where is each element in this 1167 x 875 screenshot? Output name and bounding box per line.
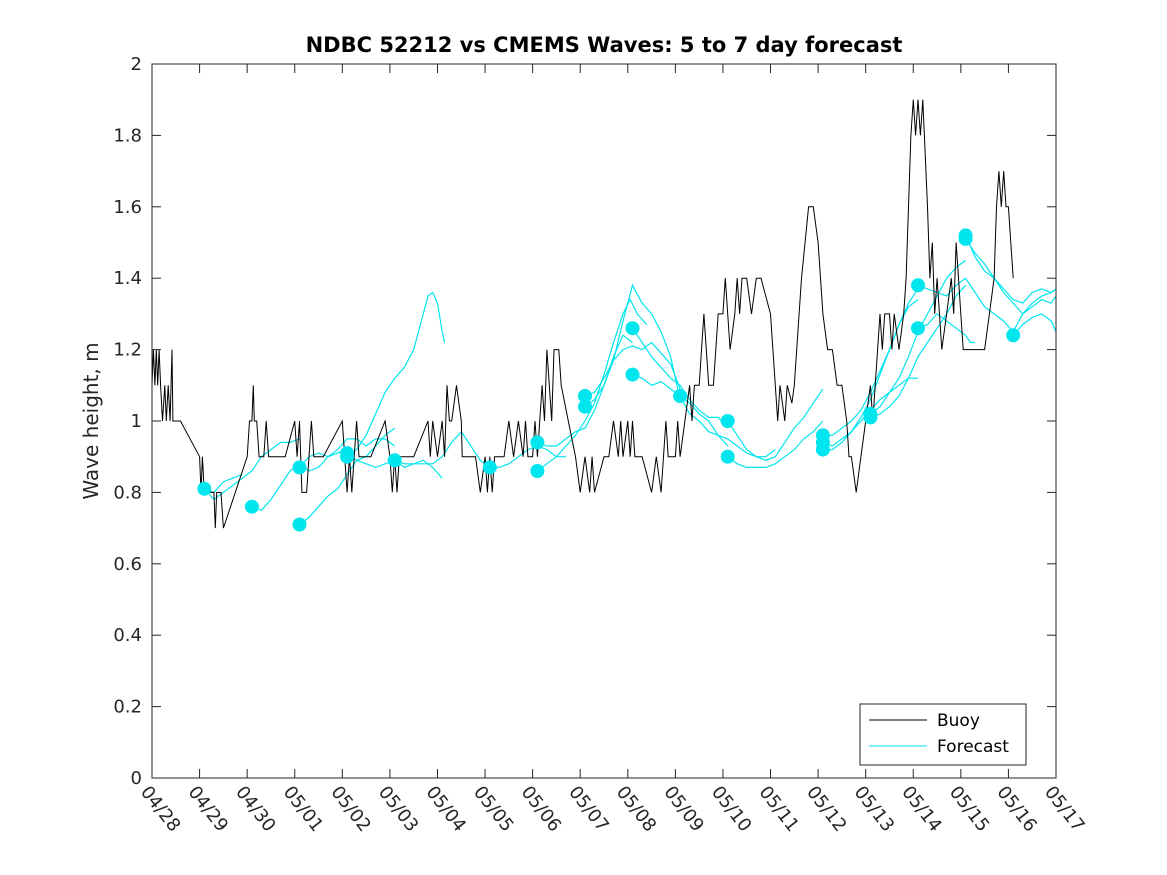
legend-forecast-label: Forecast [937, 737, 1009, 757]
forecast-start-marker [958, 231, 973, 246]
forecast-line [584, 341, 681, 397]
forecast-line [346, 291, 446, 458]
forecast-line [1012, 288, 1057, 333]
forecast-line [1012, 313, 1057, 336]
forecast-line [965, 235, 1057, 315]
y-tick-label: 0.2 [113, 697, 142, 718]
forecast-line [584, 283, 681, 408]
plot-area [152, 64, 1056, 778]
legend-buoy-label: Buoy [937, 711, 980, 731]
forecast-line [727, 420, 824, 468]
forecast-start-marker [720, 449, 735, 464]
forecast-start-marker [244, 499, 259, 514]
forecast-start-marker [530, 435, 545, 450]
legend-box [859, 703, 1027, 766]
forecast-start-marker [911, 278, 925, 293]
forecast-start-marker [530, 464, 545, 478]
y-axis-label: Wave height, m [79, 342, 103, 499]
chart-title: NDBC 52212 vs CMEMS Waves: 5 to 7 day fo… [306, 33, 903, 57]
y-tick-label: 0 [131, 768, 142, 789]
buoy-line [151, 99, 1014, 529]
y-tick-label: 0.8 [113, 482, 142, 503]
forecast-start-marker [863, 410, 878, 425]
y-tick-label: 0.6 [113, 554, 142, 575]
forecast-start-marker [340, 446, 355, 461]
forecast-start-marker [815, 442, 830, 457]
y-axis: 0 0.2 0.4 0.6 0.8 1 1.2 1.4 1.6 1.8 2 [113, 54, 1056, 789]
forecast-line [965, 238, 1057, 304]
forecast-line [632, 327, 729, 429]
forecast-start-marker [673, 389, 688, 403]
forecast-line [537, 298, 648, 472]
y-tick-label: 0.4 [113, 625, 142, 646]
forecast-start-marker [911, 321, 925, 336]
forecast-line [822, 299, 919, 447]
forecast-line [203, 438, 300, 501]
y-tick-label: 1.2 [113, 340, 142, 361]
y-tick-label: 1.4 [113, 268, 142, 289]
y-tick-label: 1.6 [113, 197, 142, 218]
forecast-start-marker [720, 414, 735, 428]
buoy-series [151, 99, 1014, 529]
forecast-start-marker [578, 399, 592, 414]
forecast-line [679, 395, 776, 458]
forecast-start-marker [292, 460, 307, 475]
forecast-line [299, 438, 396, 468]
y-tick-label: 2 [131, 54, 142, 75]
forecast-start-marker [387, 453, 402, 468]
forecast-start-marker [482, 460, 497, 475]
forecast-start-marker [1006, 328, 1021, 343]
y-tick-label: 1.8 [113, 125, 142, 146]
forecast-markers [197, 228, 1021, 532]
forecast-start-marker [625, 321, 640, 336]
forecast-line [299, 427, 396, 525]
y-tick-label: 1 [131, 411, 142, 432]
forecast-line [727, 388, 824, 461]
forecast-line [870, 284, 967, 418]
forecast-line [917, 313, 976, 344]
forecast-line [394, 430, 491, 468]
forecast-start-marker [197, 481, 212, 496]
forecast-start-marker [292, 517, 307, 532]
forecast-start-marker [625, 367, 640, 382]
legend: Buoy Forecast [859, 703, 1027, 766]
